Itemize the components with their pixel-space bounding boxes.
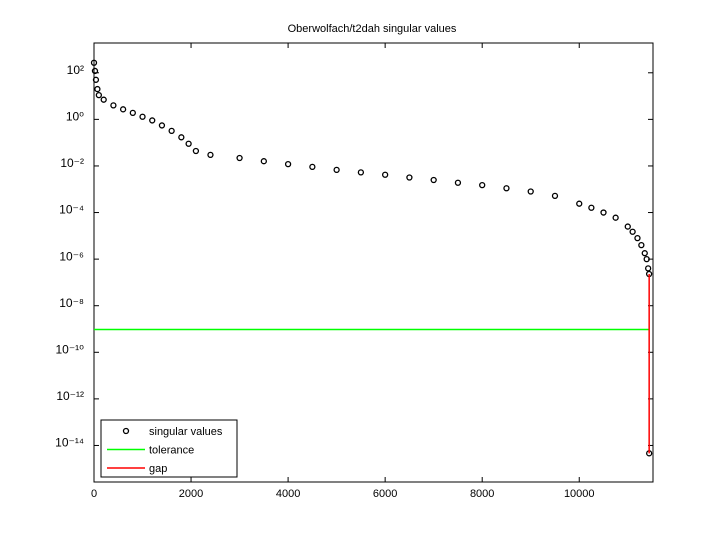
x-tick-label: 8000 (470, 488, 494, 500)
data-point (168, 127, 175, 135)
plot-frame (93, 42, 654, 483)
data-point (91, 67, 99, 75)
y-tick-label: 10⁻² (60, 156, 84, 170)
legend-label: singular values (149, 426, 223, 438)
chart-title: Oberwolfach/t2dah singular values (288, 23, 457, 35)
data-point (100, 96, 107, 103)
data-point (92, 76, 100, 83)
legend-label: tolerance (149, 444, 194, 456)
data-point (643, 255, 650, 263)
data-point (629, 228, 636, 235)
data-point (236, 154, 243, 162)
x-tick-label: 4000 (276, 488, 300, 500)
data-point (149, 117, 156, 124)
legend-label: gap (149, 463, 167, 475)
data-point (588, 204, 595, 211)
data-point (638, 241, 645, 249)
data-point (192, 147, 200, 155)
data-point (644, 265, 652, 272)
y-tick-label: 10⁻⁶ (59, 249, 84, 263)
data-point (600, 209, 607, 216)
data-point (94, 85, 101, 93)
data-point (454, 179, 462, 186)
data-point (207, 151, 214, 158)
data-point (178, 134, 185, 141)
data-point (406, 174, 413, 181)
data-point (641, 250, 648, 257)
data-point (90, 59, 98, 66)
data-point (551, 192, 559, 200)
x-tick-label: 6000 (373, 488, 397, 500)
data-point (284, 160, 292, 168)
data-point (95, 91, 103, 99)
x-tick-label: 0 (91, 488, 97, 500)
legend-marker (122, 427, 130, 435)
data-point (612, 214, 619, 221)
data-point (158, 122, 166, 129)
data-point (260, 158, 267, 165)
data-point (479, 181, 486, 189)
data-point (503, 185, 510, 192)
y-tick-label: 10⁻¹² (56, 389, 84, 403)
y-tick-label: 10⁻¹⁰ (56, 342, 85, 356)
data-point (129, 109, 136, 117)
data-point (527, 188, 534, 195)
y-tick-label: 10⁻⁸ (59, 296, 84, 310)
data-point (634, 234, 641, 242)
data-point (624, 223, 631, 230)
y-tick-label: 10⁰ (66, 110, 84, 124)
data-point (185, 140, 192, 147)
data-point (381, 171, 389, 178)
data-point (139, 113, 146, 120)
data-point (309, 163, 316, 171)
data-point (576, 200, 583, 207)
x-tick-label: 2000 (179, 488, 203, 500)
data-point (119, 106, 127, 113)
y-tick-label: 10⁻¹⁴ (55, 436, 84, 450)
data-point (357, 169, 365, 176)
y-tick-label: 10² (67, 63, 84, 77)
data-point (333, 166, 340, 174)
data-point (110, 102, 117, 109)
data-point (430, 176, 437, 184)
x-tick-label: 10000 (564, 488, 595, 500)
y-tick-label: 10⁻⁴ (59, 203, 84, 217)
